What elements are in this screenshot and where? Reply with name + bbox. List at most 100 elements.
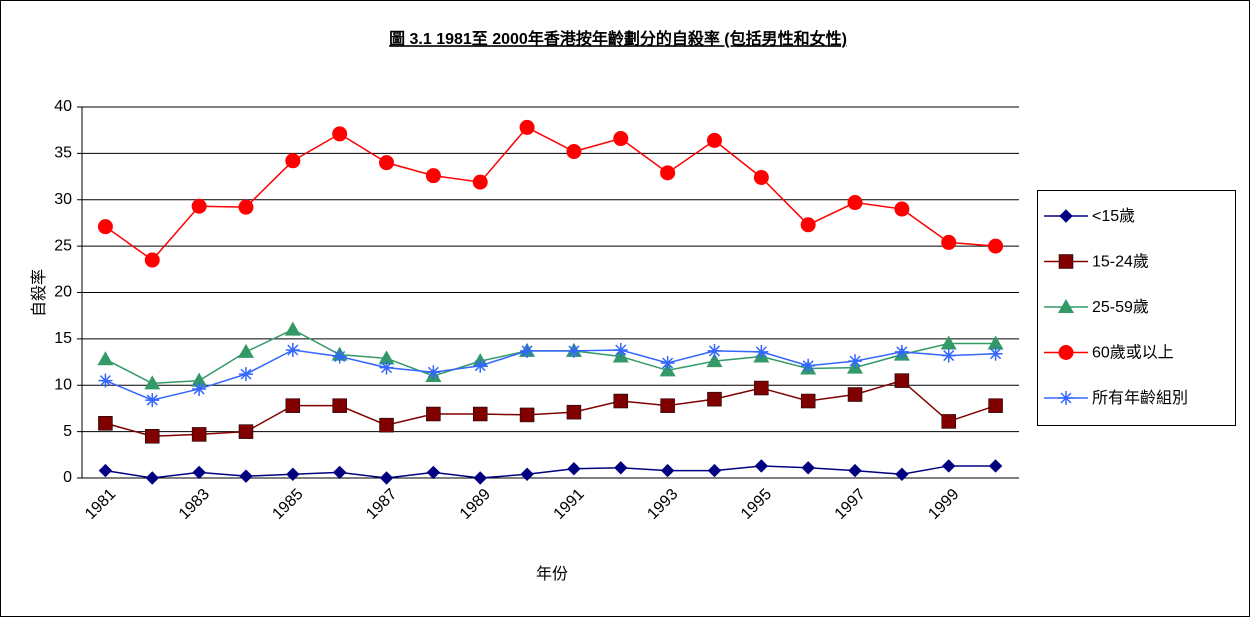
data-point xyxy=(145,429,160,444)
data-point xyxy=(519,119,535,135)
data-point xyxy=(660,165,676,181)
data-point xyxy=(426,365,441,380)
data-point xyxy=(660,398,675,413)
data-point xyxy=(520,467,534,481)
data-point xyxy=(895,467,909,481)
y-tick-label: 40 xyxy=(54,98,72,115)
data-point xyxy=(144,375,161,390)
data-point xyxy=(98,373,113,388)
data-point xyxy=(894,373,910,388)
data-point xyxy=(754,344,769,359)
data-point xyxy=(706,132,722,148)
data-point xyxy=(707,463,722,478)
data-point xyxy=(614,461,628,475)
data-point xyxy=(566,343,581,358)
data-point xyxy=(285,153,301,169)
x-axis-label: 年份 xyxy=(536,565,568,583)
y-tick-label: 5 xyxy=(63,423,72,440)
y-tick-label: 10 xyxy=(54,376,72,393)
data-point xyxy=(332,465,347,480)
data-point xyxy=(285,398,301,413)
legend-label: 25-59歲 xyxy=(1092,298,1149,316)
data-point xyxy=(97,351,114,366)
data-point xyxy=(848,354,863,369)
data-point xyxy=(613,343,628,358)
data-point xyxy=(941,348,956,363)
data-point xyxy=(425,168,441,184)
y-axis-label: 自殺率 xyxy=(30,269,48,317)
y-tick-label: 35 xyxy=(54,145,72,162)
data-point xyxy=(472,406,488,422)
y-tick-label: 0 xyxy=(63,469,72,486)
data-point xyxy=(754,459,769,473)
data-point xyxy=(988,238,1004,254)
data-point xyxy=(753,169,769,185)
y-tick-label: 30 xyxy=(54,191,72,208)
data-point xyxy=(519,407,535,423)
data-point xyxy=(800,217,816,233)
data-point xyxy=(988,398,1003,413)
data-point xyxy=(284,321,301,336)
legend-marker xyxy=(1058,299,1074,313)
data-point xyxy=(472,174,488,190)
data-point xyxy=(473,471,487,485)
data-point xyxy=(379,155,395,171)
data-point xyxy=(379,417,394,433)
data-point xyxy=(566,404,582,420)
data-point xyxy=(940,335,957,350)
data-point xyxy=(145,471,159,485)
data-point xyxy=(613,393,629,409)
series-line xyxy=(105,349,996,401)
data-point xyxy=(754,380,769,396)
data-point xyxy=(379,360,394,375)
series-line xyxy=(105,379,996,438)
legend-marker xyxy=(1058,254,1074,269)
data-point xyxy=(97,219,113,235)
data-point xyxy=(848,463,862,478)
legend-label: 15-24歲 xyxy=(1092,253,1149,271)
legend-marker xyxy=(1058,345,1074,360)
y-tick-label: 15 xyxy=(54,330,72,347)
data-point xyxy=(426,406,441,422)
data-point xyxy=(145,393,160,408)
data-point xyxy=(191,198,207,214)
data-point xyxy=(285,343,300,358)
data-point xyxy=(98,463,113,478)
data-point xyxy=(894,344,909,359)
data-point xyxy=(426,465,441,480)
data-point xyxy=(473,358,488,373)
data-point xyxy=(238,367,253,382)
data-point xyxy=(144,252,160,268)
chart-title: 圖 3.1 1981至 2000年香港按年齡劃分的自殺率 (包括男性和女性) xyxy=(389,29,847,48)
data-point xyxy=(332,349,347,364)
data-point xyxy=(801,358,816,373)
data-point xyxy=(520,343,535,358)
data-point xyxy=(332,398,347,413)
data-point xyxy=(660,463,675,478)
data-point xyxy=(238,424,254,439)
data-point xyxy=(941,234,957,250)
data-point xyxy=(988,459,1003,473)
legend-label: 60歲或以上 xyxy=(1092,344,1174,362)
data-point xyxy=(987,335,1004,350)
data-point xyxy=(801,461,815,475)
data-point xyxy=(942,459,956,473)
data-point xyxy=(98,416,113,431)
series-line xyxy=(104,126,996,262)
data-point xyxy=(707,391,722,407)
data-point xyxy=(192,381,207,396)
y-tick-label: 25 xyxy=(54,237,72,254)
data-point xyxy=(894,201,910,217)
data-point xyxy=(379,471,394,485)
data-point xyxy=(237,343,254,358)
y-tick-label: 20 xyxy=(54,284,72,301)
data-point xyxy=(239,469,253,483)
data-point xyxy=(286,467,300,481)
data-point xyxy=(566,144,582,160)
legend-label: 所有年齡組別 xyxy=(1092,389,1188,407)
data-point xyxy=(613,131,629,147)
data-point xyxy=(847,387,863,402)
legend-label: <15歲 xyxy=(1092,207,1135,225)
data-point xyxy=(706,353,723,368)
